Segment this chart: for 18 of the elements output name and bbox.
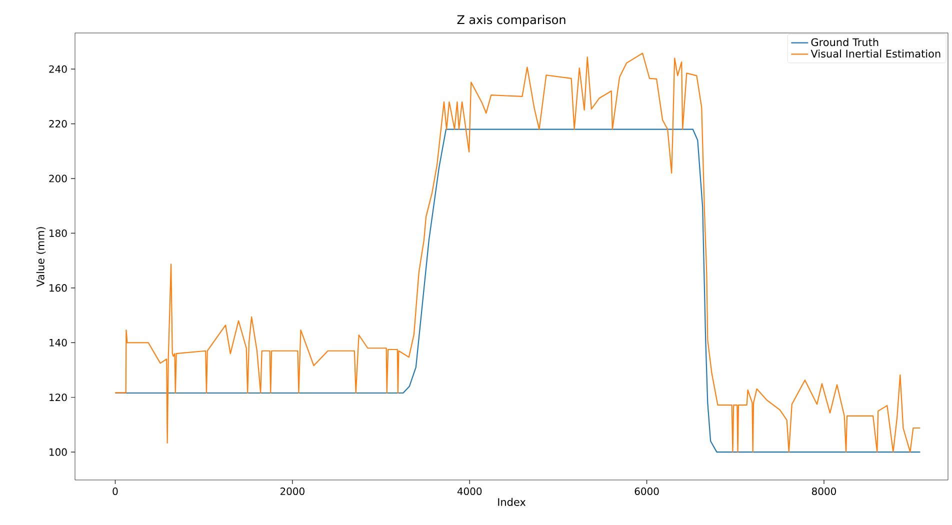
x-tick-label: 0 [112, 487, 118, 496]
y-axis-title: Value (mm) [36, 227, 46, 287]
y-tick-label: 160 [50, 284, 67, 292]
chart-title: Z axis comparison [457, 14, 566, 26]
y-tick-label: 220 [49, 120, 67, 128]
legend-label: Ground Truth [811, 38, 878, 46]
x-tick-label: 8000 [812, 487, 836, 496]
legend-label: Visual Inertial Estimation [810, 50, 940, 58]
y-tick-label: 140 [50, 338, 67, 346]
y-tick-label: 100 [50, 448, 67, 456]
y-tick-label: 200 [49, 174, 67, 182]
y-tick-label: 240 [49, 65, 67, 73]
x-tick-label: 6000 [634, 487, 659, 496]
x-tick-label: 4000 [457, 487, 482, 496]
x-tick-label: 2000 [280, 487, 304, 496]
y-tick-label: 120 [50, 394, 67, 402]
x-axis-title: Index [498, 498, 526, 506]
y-tick-label: 180 [50, 229, 67, 237]
